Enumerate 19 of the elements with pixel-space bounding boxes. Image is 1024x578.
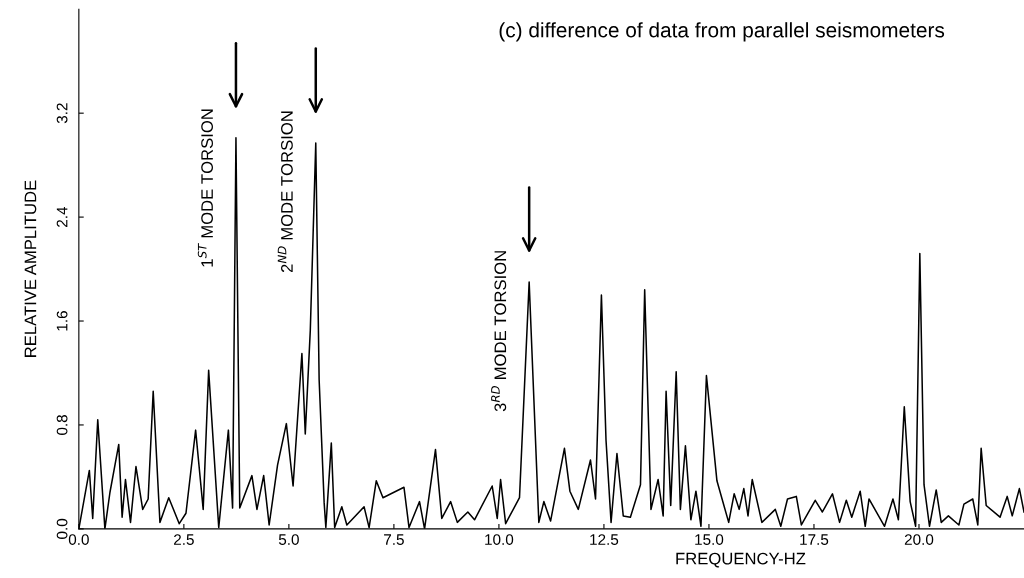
x-axis-title: FREQUENCY-HZ	[676, 552, 806, 568]
y-tick-label: 3.2	[56, 103, 68, 124]
y-axis-title: RELATIVE AMPLITUDE	[24, 180, 37, 357]
annotation: 2$^{ND}$ MODE TORSION	[277, 111, 293, 273]
x-tick-label: 17.5	[800, 534, 829, 545]
y-tick-label: 0.8	[56, 414, 68, 435]
text: (c) difference of data from parallel seismometers	[499, 22, 945, 42]
x-tick-label: 2.5	[174, 534, 194, 545]
x-tick-label: 5.0	[278, 534, 299, 545]
y-tick-label: 2.4	[56, 206, 68, 227]
x-tick-label: 15.0	[695, 534, 724, 545]
x-tick-label: 0.0	[68, 534, 89, 545]
annotation: 1$^{ST}$ MODE TORSION	[197, 109, 213, 267]
y-tick-label: 1.6	[56, 311, 68, 331]
annotation: 3$^{RD}$ MODE TORSION	[491, 251, 507, 412]
x-tick-label: 7.5	[384, 534, 404, 545]
x-tick-label: 20.0	[904, 534, 934, 545]
x-tick-label: 10.0	[485, 534, 514, 545]
x-tick-label: 12.5	[590, 534, 619, 545]
